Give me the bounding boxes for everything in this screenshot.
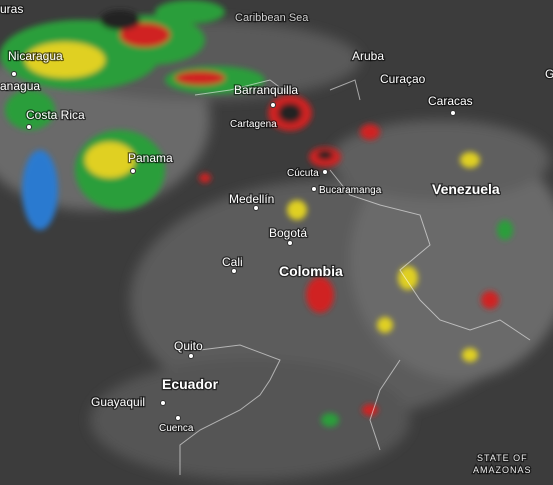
place-label: uras: [0, 2, 23, 16]
city-markers: [11, 71, 456, 421]
region-label: STATE OF: [477, 453, 528, 463]
place-label: Caracas: [428, 94, 473, 108]
city-dot: [450, 110, 456, 116]
sea-label: Caribbean Sea: [235, 12, 309, 24]
place-label: Cuenca: [159, 423, 194, 434]
place-label: Medellín: [229, 192, 274, 206]
country-label: Colombia: [279, 263, 343, 279]
city-dot: [175, 415, 181, 421]
place-label: Aruba: [352, 49, 384, 63]
place-label: Guayaquil: [91, 395, 145, 409]
city-dot: [26, 124, 32, 130]
place-label: Cali: [222, 255, 243, 269]
place-label: anagua: [0, 79, 40, 93]
place-label: Bogotá: [269, 226, 307, 240]
place-label: G: [545, 67, 553, 81]
place-label: Cúcuta: [287, 168, 319, 179]
city-dot: [287, 240, 293, 246]
place-label: Nicaragua: [8, 49, 63, 63]
city-dot: [270, 102, 276, 108]
city-dot: [130, 168, 136, 174]
region-label: AMAZONAS: [473, 465, 532, 475]
city-dot: [11, 71, 17, 77]
place-label: Curaçao: [380, 72, 426, 86]
country-label: Venezuela: [432, 181, 500, 197]
city-dot: [231, 268, 237, 274]
city-dot: [160, 400, 166, 406]
place-label: Cartagena: [230, 119, 277, 130]
place-label: Quito: [174, 339, 203, 353]
country-label: Ecuador: [162, 376, 219, 392]
city-dot: [322, 169, 328, 175]
city-dot: [253, 205, 259, 211]
place-label: Bucaramanga: [319, 185, 382, 196]
city-dot: [188, 353, 194, 359]
borders: [179, 79, 531, 475]
city-dot: [311, 186, 317, 192]
place-label: Barranquilla: [234, 83, 298, 97]
place-label: Costa Rica: [26, 108, 85, 122]
place-label: Panama: [128, 151, 173, 165]
